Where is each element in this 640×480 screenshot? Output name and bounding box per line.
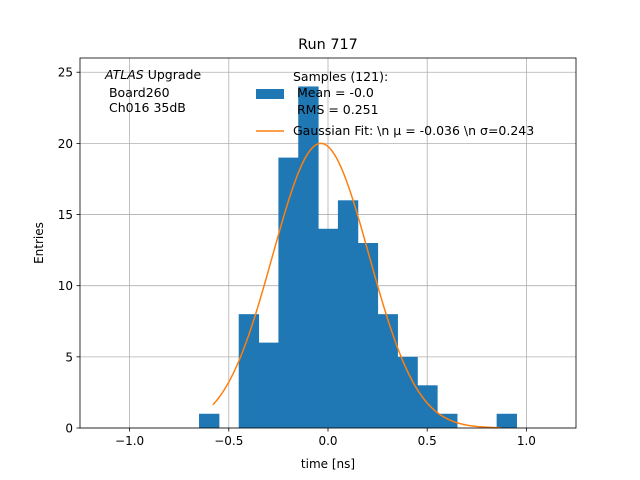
histogram-bar bbox=[258, 342, 279, 428]
histogram-bar bbox=[199, 413, 220, 428]
x-tick-label: 0.5 bbox=[418, 434, 437, 448]
x-tick-label: −0.5 bbox=[214, 434, 243, 448]
annotation-line-3: Ch016 35dB bbox=[105, 100, 186, 115]
annotation-line-1: ATLAS Upgrade bbox=[104, 67, 201, 82]
legend-label-mean: Mean = -0.0 bbox=[293, 85, 374, 100]
y-axis-label: Entries bbox=[32, 222, 46, 264]
y-tick-label: 20 bbox=[58, 137, 73, 151]
y-tick-label: 5 bbox=[65, 350, 73, 364]
x-tick-label: 0.0 bbox=[318, 434, 337, 448]
x-tick-label: 1.0 bbox=[517, 434, 536, 448]
y-tick-label: 0 bbox=[65, 422, 73, 436]
annotation-rest: Upgrade bbox=[144, 67, 202, 82]
y-axis-ticks: 0 5 10 15 20 25 bbox=[58, 66, 80, 436]
histogram-bar bbox=[496, 413, 517, 428]
x-axis-ticks: −1.0 −0.5 0.0 0.5 1.0 bbox=[115, 428, 536, 448]
histogram-bar bbox=[318, 228, 339, 428]
legend-label-rms: RMS = 0.251 bbox=[293, 102, 379, 117]
x-tick-label: −1.0 bbox=[115, 434, 144, 448]
histogram-bar bbox=[437, 413, 458, 428]
histogram-bars bbox=[199, 86, 517, 428]
histogram-bar bbox=[278, 157, 299, 428]
gaussian-fit-line bbox=[212, 142, 501, 429]
histogram-bar bbox=[377, 314, 398, 428]
histogram-bar bbox=[298, 86, 319, 428]
histogram-bar bbox=[397, 356, 418, 428]
y-tick-label: 10 bbox=[58, 279, 73, 293]
histogram-bar bbox=[417, 385, 438, 428]
atlas-annotation: ATLAS Upgrade Board260 Ch016 35dB bbox=[104, 67, 201, 115]
y-tick-label: 15 bbox=[58, 208, 73, 222]
annotation-italic: ATLAS bbox=[104, 67, 144, 82]
x-axis-label: time [ns] bbox=[301, 457, 355, 471]
legend-label-histogram: Samples (121): bbox=[293, 69, 388, 84]
legend-swatch-histogram bbox=[256, 89, 284, 99]
y-tick-label: 25 bbox=[58, 66, 73, 80]
annotation-line-2: Board260 bbox=[105, 85, 170, 100]
chart-title: Run 717 bbox=[298, 37, 358, 53]
histogram-bar bbox=[337, 200, 359, 428]
histogram-bar bbox=[357, 243, 379, 428]
histogram-bar bbox=[238, 314, 260, 428]
legend: Samples (121): Mean = -0.0 RMS = 0.251 G… bbox=[256, 69, 534, 138]
legend-label-fit: Gaussian Fit: \n μ = -0.036 \n σ=0.243 bbox=[293, 123, 534, 138]
